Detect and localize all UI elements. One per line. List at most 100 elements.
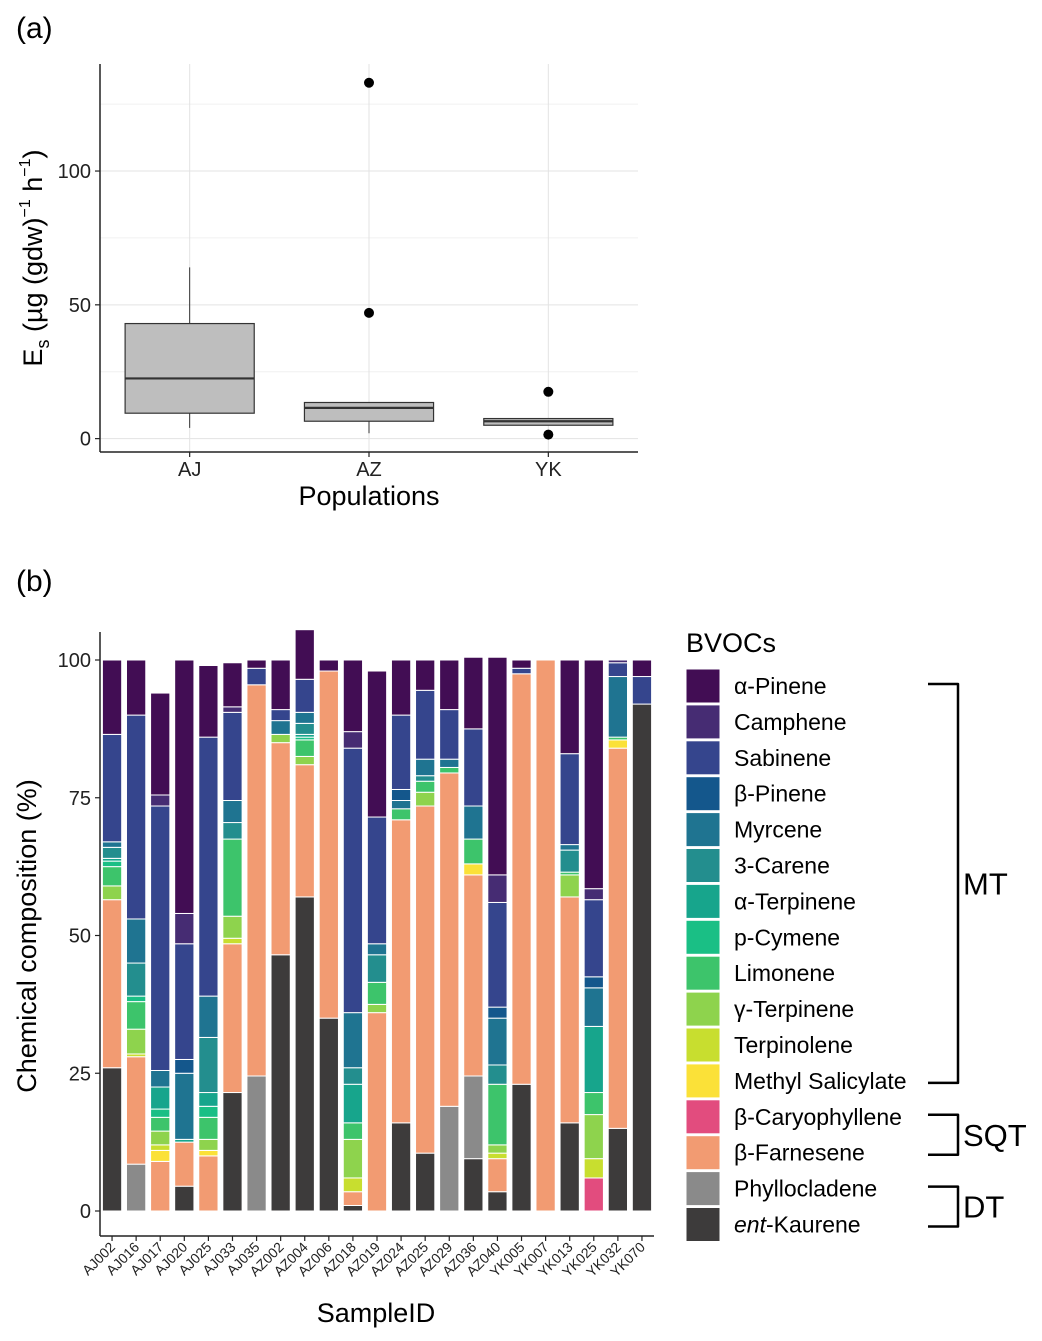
- segment-myrcene: [294, 711, 315, 724]
- segment-myrcene: [342, 1012, 364, 1069]
- bar-az024: [390, 659, 412, 1212]
- segment-terpinolene: [150, 1144, 171, 1151]
- segment-pinene: [487, 656, 508, 876]
- segment-pinene: [439, 659, 460, 711]
- bar-aj016: [125, 659, 147, 1212]
- segment-sabinene: [439, 709, 460, 760]
- segment-terpinene: [198, 1138, 219, 1151]
- legend-label: β-Caryophyllene: [734, 1104, 902, 1130]
- segment-myrcene: [487, 1017, 508, 1066]
- y-tick-label: 0: [80, 429, 91, 451]
- segment-p-cymene: [198, 1105, 219, 1118]
- segment-3-carene: [487, 1064, 508, 1085]
- panel-a-x-ticks: AJ AZ YK: [178, 452, 562, 481]
- box-aj: [124, 267, 255, 428]
- panel-a-y-ticks: 0 50 100: [58, 161, 100, 451]
- segment-camphene: [150, 794, 171, 807]
- segment-terpinolene: [342, 1177, 364, 1193]
- segment-pinene: [390, 788, 412, 802]
- panel-a-y-title: Es (µg (gdw)−1 h−1): [17, 149, 53, 366]
- segment-myrcene: [415, 758, 436, 777]
- segment-ent-kaurene: [607, 1127, 629, 1212]
- segment-farnesene: [342, 1191, 364, 1206]
- bar-yk032: [607, 659, 629, 1212]
- legend-item-farnesene: β-Farnesene: [685, 1135, 865, 1171]
- segment-terpinene: [198, 1092, 219, 1107]
- outlier-point: [364, 77, 374, 88]
- legend-swatch: [685, 848, 721, 883]
- segment-3-carene: [294, 722, 315, 735]
- bar-yk005: [511, 659, 532, 1212]
- segment-3-carene: [366, 954, 388, 983]
- bar-az040: [487, 656, 508, 1212]
- legend-label: α-Pinene: [734, 673, 827, 699]
- group-label: MT: [963, 866, 1008, 901]
- bar-yk007: [535, 659, 556, 1212]
- segment-pinene: [559, 659, 580, 755]
- segment-camphene: [222, 706, 243, 713]
- segment-farnesene: [487, 1158, 508, 1193]
- segment-ent-kaurene: [511, 1083, 532, 1212]
- outlier-point: [543, 429, 554, 440]
- legend-item-ent-kaurene: ent-Kaurene: [685, 1207, 861, 1242]
- bar-az036: [463, 656, 484, 1212]
- segment-terpinene: [125, 1028, 147, 1055]
- segment-myrcene: [463, 805, 484, 840]
- y-tick-label: 25: [69, 1063, 91, 1085]
- segment-limonene: [390, 808, 412, 821]
- segment-pinene: [631, 659, 653, 678]
- group-bracket: [928, 682, 960, 1085]
- segment-farnesene: [150, 1160, 171, 1212]
- box-az: [303, 77, 435, 434]
- legend-item-myrcene: Myrcene: [685, 812, 822, 848]
- segment-sabinene: [101, 733, 123, 843]
- bar-yk025: [583, 659, 604, 1212]
- segment-3-carene: [222, 822, 243, 840]
- segment-pinene: [198, 665, 219, 738]
- segment-farnesene: [607, 747, 629, 1129]
- segment-myrcene: [559, 844, 580, 851]
- legend-swatch: [685, 740, 721, 776]
- bar-az029: [439, 659, 460, 1212]
- segment-terpinene: [270, 733, 291, 744]
- group-label: DT: [963, 1190, 1004, 1225]
- segment-myrcene: [270, 720, 291, 735]
- segment-farnesene: [535, 659, 556, 1212]
- segment-ent-kaurene: [294, 896, 315, 1212]
- bar-az004: [294, 629, 315, 1212]
- segment-farnesene: [390, 819, 412, 1124]
- segment-farnesene: [174, 1141, 195, 1187]
- legend-item-limonene: Limonene: [685, 955, 835, 991]
- segment-ent-kaurene: [222, 1092, 243, 1212]
- legend-item-terpinene: α-Terpinene: [685, 883, 856, 919]
- legend-group-brackets: MT SQT DT: [928, 682, 1027, 1228]
- box-iqr: [303, 401, 435, 422]
- segment-phyllocladene: [463, 1075, 484, 1160]
- segment-3-carene: [342, 1067, 364, 1085]
- segment-3-carene: [198, 1036, 219, 1094]
- legend-swatch: [685, 1135, 721, 1171]
- segment-limonene: [439, 766, 460, 774]
- panel-a-boxplot: (a) 0 50 100 AJ AZ YK Populations Es (µg (gd…: [16, 12, 638, 511]
- segment-3-carene: [559, 849, 580, 873]
- legend-item-terpinene: γ-Terpinene: [685, 991, 854, 1027]
- x-tick-label: AJ: [178, 459, 201, 481]
- segment-sabinene: [487, 901, 508, 1008]
- group-dt: DT: [928, 1185, 1004, 1228]
- segment-phyllocladene: [246, 1075, 267, 1212]
- segment-limonene: [487, 1083, 508, 1146]
- segment-sabinene: [150, 805, 171, 1071]
- segment-pinene: [463, 656, 484, 730]
- group-bracket: [928, 1113, 960, 1156]
- segment-ent-kaurene: [415, 1152, 436, 1212]
- segment-pinene: [150, 692, 171, 796]
- segment-farnesene: [559, 896, 580, 1124]
- segment-sabinene: [246, 667, 267, 686]
- segment-pinene: [174, 1058, 195, 1074]
- segment-pinene: [318, 659, 339, 672]
- segment-sabinene: [342, 747, 364, 1014]
- segment-pinene: [366, 670, 388, 818]
- segment-phyllocladene: [125, 1163, 147, 1212]
- segment-farnesene: [463, 874, 484, 1077]
- segment-pinene: [511, 659, 532, 669]
